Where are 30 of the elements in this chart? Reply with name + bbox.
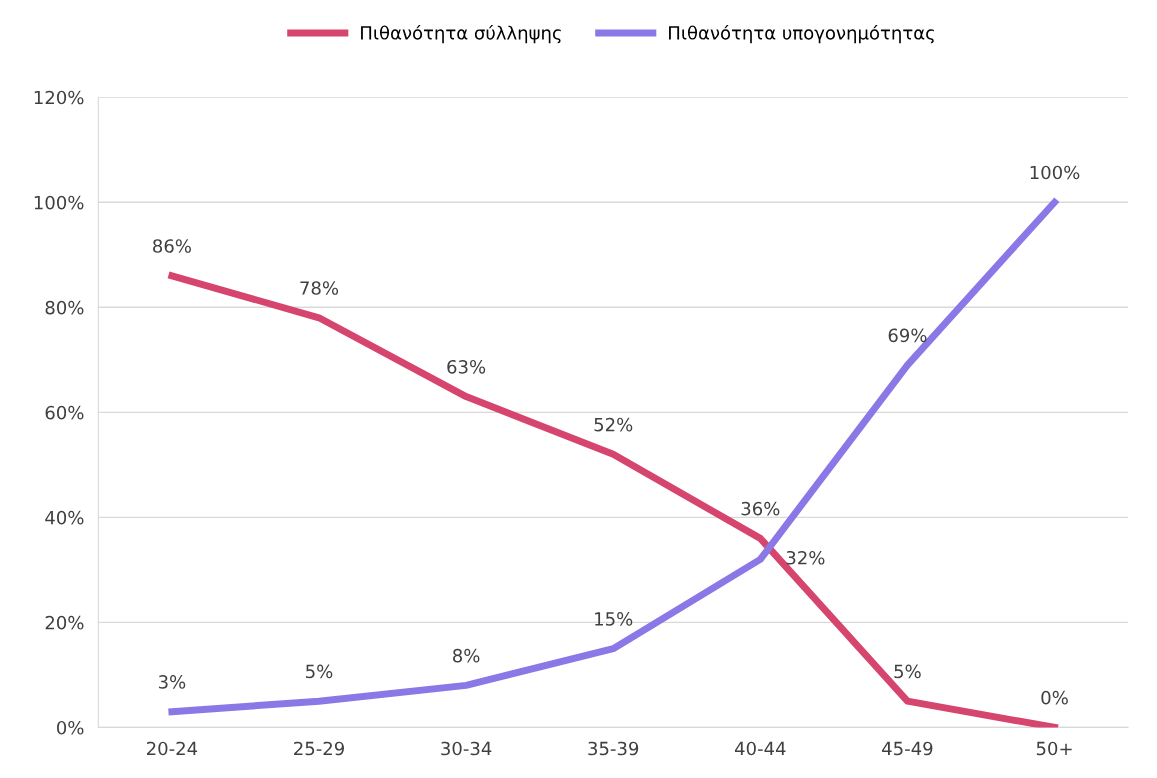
data-label: 5% (306, 664, 333, 679)
x-tick-label: 40-44 (734, 741, 786, 756)
data-label: 86% (153, 239, 191, 253)
x-tick-label: 35-39 (588, 741, 639, 756)
y-tick-label: 40% (45, 510, 84, 525)
data-label: 8% (453, 648, 480, 663)
y-tick-label: 80% (45, 300, 84, 315)
x-tick-label: 25-29 (294, 741, 344, 756)
y-tick-label: 100% (34, 195, 84, 210)
data-label: 100% (1030, 165, 1080, 180)
y-tick-label: 20% (45, 615, 84, 630)
data-label: 69% (888, 328, 927, 343)
data-label: 3% (158, 675, 186, 689)
y-tick-label: 0% (57, 720, 84, 735)
x-tick-label: 45-49 (882, 741, 933, 756)
data-label: 36% (741, 501, 780, 516)
data-label: 63% (447, 359, 486, 374)
x-tick-label: 20-24 (146, 741, 198, 756)
data-label: 32% (786, 550, 825, 565)
data-label: 5% (894, 664, 921, 679)
data-label: 78% (300, 281, 339, 295)
data-label: 52% (594, 417, 633, 432)
y-tick-label: 60% (45, 405, 84, 420)
data-label: 0% (1041, 690, 1068, 705)
data-label: 15% (595, 612, 633, 626)
x-tick-label: 50+ (1036, 741, 1072, 756)
legend-label: Πιθανότητα υπογονημότητας (669, 24, 934, 44)
x-tick-label: 30-34 (441, 741, 492, 756)
legend-label: Πιθανότητα σύλληψης (361, 24, 561, 44)
y-tick-label: 120% (34, 90, 84, 105)
